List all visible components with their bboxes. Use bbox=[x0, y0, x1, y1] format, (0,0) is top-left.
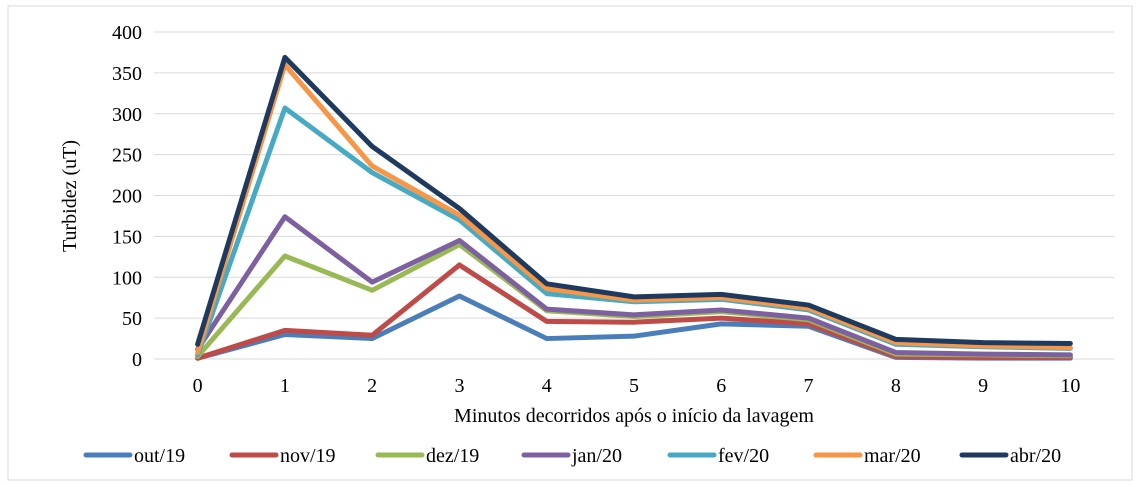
legend-label: fev/20 bbox=[718, 445, 769, 467]
series-line bbox=[195, 214, 1073, 358]
x-tick-label: 0 bbox=[193, 375, 203, 397]
legend-label: out/19 bbox=[134, 445, 185, 467]
legend-label: mar/20 bbox=[864, 445, 921, 467]
y-tick-labels: 0 50 100 150 200 250 300 350 400 bbox=[112, 22, 142, 371]
x-tick-labels: 0 1 2 3 4 5 6 7 8 9 10 bbox=[193, 375, 1081, 397]
y-axis-title: Turbidez (uT) bbox=[59, 140, 81, 252]
legend-label: jan/20 bbox=[571, 445, 622, 467]
chart-frame bbox=[7, 5, 1133, 481]
x-tick-label: 10 bbox=[1060, 375, 1080, 397]
y-tick-label: 350 bbox=[112, 63, 142, 85]
x-axis-title: Minutos decorridos após o início da lava… bbox=[454, 405, 814, 427]
y-tick-label: 400 bbox=[112, 22, 142, 44]
series-lines bbox=[195, 54, 1073, 361]
y-tick-label: 100 bbox=[112, 267, 142, 289]
x-tick-label: 1 bbox=[280, 375, 290, 397]
legend-label: nov/19 bbox=[280, 445, 336, 467]
legend: out/19 nov/19 dez/19 jan/20 fev/20 mar/20 abr/… bbox=[83, 445, 1061, 467]
y-tick-label: 0 bbox=[132, 349, 142, 371]
legend-label: dez/19 bbox=[426, 445, 479, 467]
y-tick-label: 250 bbox=[112, 145, 142, 167]
series-line bbox=[195, 62, 1073, 355]
y-tick-label: 150 bbox=[112, 226, 142, 248]
x-tick-label: 6 bbox=[716, 375, 726, 397]
x-tick-label: 8 bbox=[891, 375, 901, 397]
x-tick-label: 4 bbox=[542, 375, 552, 397]
y-tick-label: 50 bbox=[122, 308, 142, 330]
y-tick-label: 200 bbox=[112, 186, 142, 208]
x-tick-label: 5 bbox=[629, 375, 639, 397]
x-tick-label: 3 bbox=[454, 375, 464, 397]
legend-label: abr/20 bbox=[1010, 445, 1061, 467]
x-tick-label: 2 bbox=[367, 375, 377, 397]
series-line bbox=[195, 54, 1073, 347]
x-tick-label: 7 bbox=[804, 375, 814, 397]
y-tick-label: 300 bbox=[112, 104, 142, 126]
x-tick-label: 9 bbox=[978, 375, 988, 397]
